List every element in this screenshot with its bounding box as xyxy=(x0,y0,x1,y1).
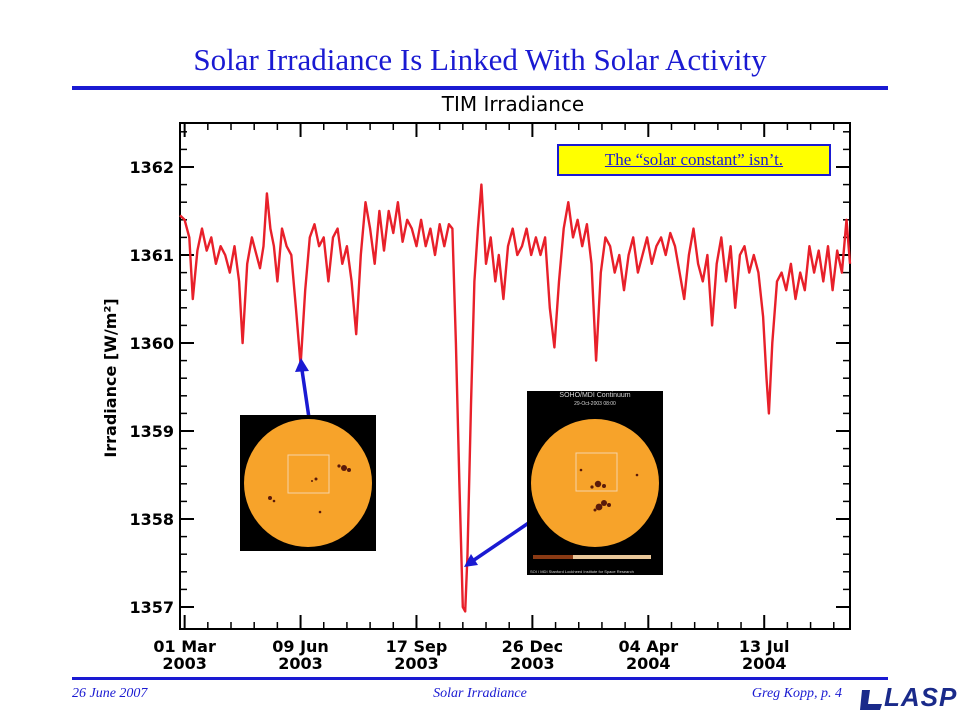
y-tick-label: 1359 xyxy=(129,422,174,441)
y-tick-label: 1360 xyxy=(129,334,174,353)
arrow-head-june xyxy=(295,358,309,372)
mdi-date: 29-Oct-2003 08:00 xyxy=(574,401,616,407)
x-tick-label: 01 Mar xyxy=(153,637,216,656)
footer-title: Solar Irradiance xyxy=(433,686,527,701)
x-tick-label: 2003 xyxy=(510,654,555,673)
y-tick-label: 1357 xyxy=(129,598,174,617)
x-tick-label: 04 Apr xyxy=(619,637,679,656)
y-tick-label: 1362 xyxy=(129,158,174,177)
sun-image-october: SOHO/MDI Continuum 29-Oct-2003 08:00 SOI… xyxy=(527,391,663,575)
y-tick-label: 1358 xyxy=(129,510,174,529)
lasp-logo: LASP xyxy=(858,682,956,712)
series-line xyxy=(179,183,852,613)
slide-title: Solar Irradiance Is Linked With Solar Ac… xyxy=(193,42,767,77)
sun-disk-icon xyxy=(244,419,372,547)
lasp-logo-text: LASP xyxy=(884,682,958,712)
y-tick-label: 1361 xyxy=(129,246,174,265)
x-tick-label: 2003 xyxy=(162,654,207,673)
sun-image-june xyxy=(240,415,376,551)
mdi-header: SOHO/MDI Continuum xyxy=(559,392,631,399)
chart-title: TIM Irradiance xyxy=(441,92,584,116)
x-tick-label: 09 Jun xyxy=(272,637,329,656)
x-tick-label: 26 Dec xyxy=(502,637,563,656)
x-tick-label: 2003 xyxy=(394,654,439,673)
solar-constant-callout: The “solar constant” isn’t. xyxy=(557,144,831,176)
x-tick-label: 2004 xyxy=(742,654,787,673)
y-axis-label: Irradiance [W/m²] xyxy=(101,298,120,457)
plot-frame xyxy=(179,122,851,630)
sun-disk-icon xyxy=(531,419,659,559)
footer-rule xyxy=(72,677,888,680)
title-rule xyxy=(72,86,888,90)
mdi-credit: SOI / MDI Stanford Lockheed Institute fo… xyxy=(530,569,634,574)
footer-author: Greg Kopp, p. 4 xyxy=(751,686,842,701)
arrows xyxy=(295,358,531,567)
lasp-swoosh-icon xyxy=(860,690,882,710)
x-tick-label: 17 Sep xyxy=(386,637,448,656)
footer-date: 26 June 2007 xyxy=(72,686,148,701)
arrow-june-dip xyxy=(300,369,311,419)
arrow-october-dip xyxy=(473,520,531,562)
x-tick-label: 13 Jul xyxy=(739,637,790,656)
x-tick-label: 2003 xyxy=(278,654,323,673)
arrow-head-october xyxy=(464,554,478,567)
series-group xyxy=(179,183,852,613)
x-tick-label: 2004 xyxy=(626,654,671,673)
